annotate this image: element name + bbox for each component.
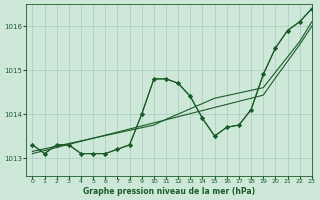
X-axis label: Graphe pression niveau de la mer (hPa): Graphe pression niveau de la mer (hPa) bbox=[83, 187, 255, 196]
